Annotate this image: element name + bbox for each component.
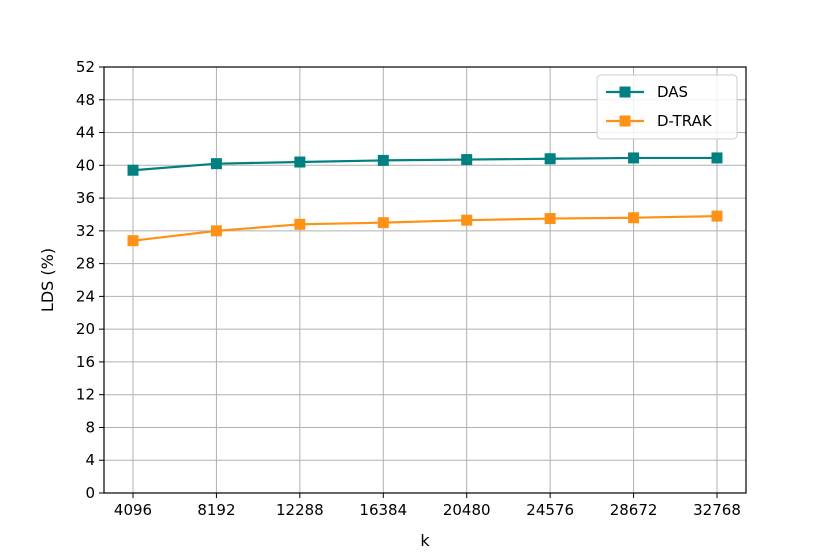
- data-point-d-trak: [628, 212, 640, 224]
- y-tick-label: 44: [76, 124, 95, 142]
- data-point-d-trak: [711, 210, 723, 222]
- series-line-das: [132, 156, 717, 172]
- data-point-d-trak: [377, 217, 389, 229]
- y-tick-label: 28: [76, 255, 95, 273]
- x-tick-label: 20480: [443, 501, 491, 519]
- series-layer: [127, 152, 723, 247]
- y-tick-label: 20: [76, 320, 95, 338]
- data-point-das: [544, 153, 556, 165]
- y-tick-label: 36: [76, 189, 95, 207]
- y-tick-label: 24: [76, 287, 95, 305]
- data-point-das: [294, 156, 306, 168]
- data-point-das: [377, 154, 389, 166]
- y-tick-label: 16: [76, 353, 95, 371]
- y-axis-label: LDS (%): [38, 248, 57, 312]
- x-axis-label: k: [420, 531, 430, 550]
- legend-label-d-trak: D-TRAK: [657, 112, 713, 130]
- x-tick-label: 24576: [526, 501, 574, 519]
- y-tick-label: 52: [76, 58, 95, 76]
- data-point-das: [628, 152, 640, 164]
- y-tick-label: 12: [76, 386, 95, 404]
- legend-label-das: DAS: [657, 83, 688, 101]
- data-point-d-trak: [127, 235, 139, 247]
- legend-marker-d-trak: [619, 115, 631, 127]
- x-tick-label: 32768: [693, 501, 741, 519]
- x-tick-label: 16384: [359, 501, 407, 519]
- y-tick-label: 32: [76, 222, 95, 240]
- x-tick-label: 28672: [610, 501, 658, 519]
- data-point-d-trak: [544, 213, 556, 225]
- y-tick-label: 48: [76, 91, 95, 109]
- legend: DAS D-TRAK: [596, 74, 738, 140]
- y-tick-label: 8: [85, 418, 95, 436]
- x-tick-label: 4096: [114, 501, 152, 519]
- data-point-d-trak: [294, 218, 306, 230]
- data-point-das: [210, 158, 222, 170]
- y-tick-label: 40: [76, 156, 95, 174]
- data-point-d-trak: [210, 225, 222, 237]
- axis-ticks: 4096 8192 12288 16384 20480 24576 28672 3276804…: [76, 58, 741, 519]
- series-line-d-trak: [132, 215, 718, 242]
- legend-marker-das: [619, 86, 631, 98]
- data-point-das: [127, 164, 139, 176]
- data-point-d-trak: [461, 214, 473, 226]
- y-tick-label: 4: [85, 451, 95, 469]
- x-tick-label: 8192: [197, 501, 235, 519]
- data-point-das: [711, 152, 723, 164]
- plot-frame: [103, 66, 747, 494]
- data-point-das: [461, 154, 473, 166]
- x-tick-label: 12288: [276, 501, 324, 519]
- y-tick-label: 0: [85, 484, 95, 502]
